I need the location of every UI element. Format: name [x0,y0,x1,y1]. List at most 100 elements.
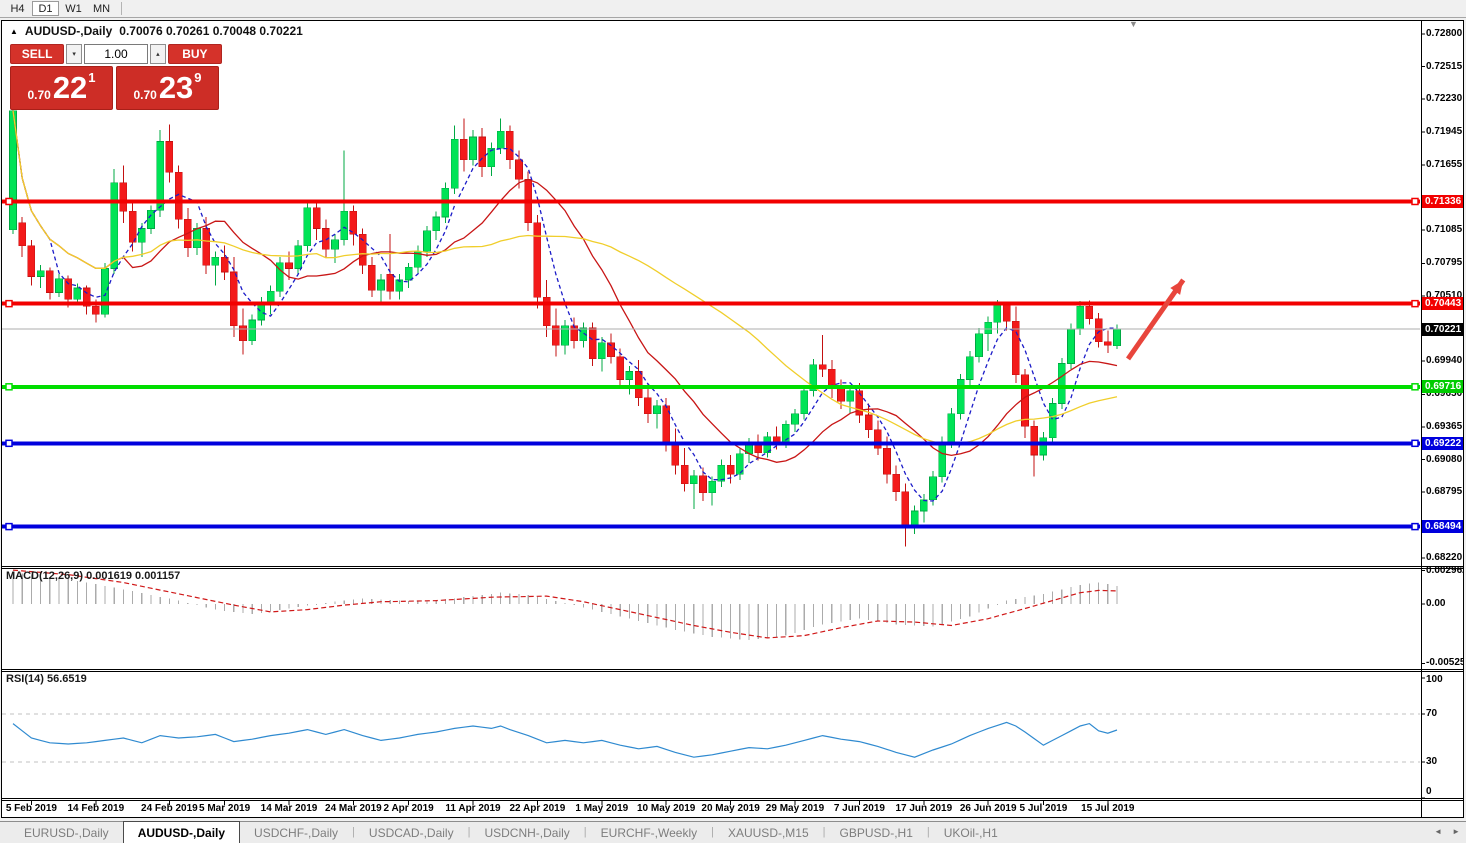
candle-body[interactable] [1104,341,1112,346]
chart-tab-usdchf-daily[interactable]: USDCHF-,Daily [254,825,339,840]
chart-tab-audusd-daily[interactable]: AUDUSD-,Daily [122,821,241,843]
volume-increase-button[interactable]: ▴ [150,44,166,64]
candle-body[interactable] [64,278,73,300]
tab-scroll-left-icon[interactable]: ◄ [1434,827,1443,836]
candle-body[interactable] [147,209,155,229]
candle-body[interactable] [919,499,928,512]
candle-body[interactable] [1002,304,1011,322]
candle-body[interactable] [266,291,275,304]
candle-body[interactable] [312,207,321,229]
candle-body[interactable] [478,136,487,168]
candle-body[interactable] [119,182,128,212]
candle-body[interactable] [956,379,965,415]
candle-body[interactable] [459,138,468,161]
line-anchor-handle[interactable] [1411,299,1419,308]
candle-body[interactable] [800,390,809,415]
candle-body[interactable] [1011,320,1020,376]
candle-body[interactable] [542,296,551,327]
candle-body[interactable] [726,464,735,475]
candle-body[interactable] [653,405,661,415]
candle-body[interactable] [285,262,293,269]
collapse-trade-panel-icon[interactable]: ▲ [10,26,18,36]
candle-body[interactable] [551,325,560,346]
line-anchor-handle[interactable] [5,439,13,448]
candle-body[interactable] [386,273,395,292]
candle-body[interactable] [55,278,63,293]
candle-body[interactable] [220,256,229,273]
volume-input[interactable] [84,44,148,64]
candle-body[interactable] [1076,305,1084,330]
candle-body[interactable] [239,325,247,341]
candle-body[interactable] [570,325,579,341]
horizontal-level-line[interactable] [2,301,1420,306]
candle-body[interactable] [588,327,597,360]
candle-body[interactable] [616,356,625,380]
candle-body[interactable] [837,388,845,402]
candle-body[interactable] [671,442,680,466]
candle-body[interactable] [275,262,284,292]
candle-body[interactable] [101,268,109,315]
candle-body[interactable] [138,228,146,243]
candle-body[interactable] [1067,328,1075,364]
line-anchor-handle[interactable] [1411,522,1419,531]
chart-tab-eurchf-weekly[interactable]: EURCHF-,Weekly [600,825,698,840]
candle-body[interactable] [496,130,505,149]
timeframe-button-w1[interactable]: W1 [65,2,82,15]
horizontal-level-line[interactable] [2,384,1420,389]
candle-body[interactable] [717,464,726,482]
candle-body[interactable] [873,429,882,449]
candle-body[interactable] [634,371,643,399]
candle-body[interactable] [864,414,873,431]
buy-price-box[interactable]: 0.70 23 9 [116,66,219,110]
candle-body[interactable] [358,233,367,266]
line-anchor-handle[interactable] [5,522,13,531]
chart-tab-usdcad-daily[interactable]: USDCAD-,Daily [368,825,454,840]
candle-body[interactable] [165,141,174,173]
candle-body[interactable] [1058,363,1066,404]
candle-body[interactable] [404,267,413,281]
candle-body[interactable] [947,413,956,443]
candle-body[interactable] [27,245,36,277]
candle-body[interactable] [883,447,891,475]
candle-body[interactable] [202,228,210,266]
candle-body[interactable] [699,475,707,494]
candle-body[interactable] [92,305,100,315]
candle-body[interactable] [993,304,1002,323]
candle-body[interactable] [110,182,118,269]
volume-decrease-button[interactable]: ▾ [66,44,82,64]
line-anchor-handle[interactable] [1411,197,1419,206]
candle-body[interactable] [303,207,312,246]
candle-body[interactable] [1085,305,1094,320]
candle-body[interactable] [1094,318,1103,343]
candle-body[interactable] [579,327,588,341]
candle-body[interactable] [469,136,477,161]
candle-body[interactable] [505,130,514,161]
candle-body[interactable] [533,222,542,298]
candle-body[interactable] [248,319,256,341]
candle-body[interactable] [1113,328,1121,346]
candle-body[interactable] [892,474,901,492]
timeframe-button-mn[interactable]: MN [93,2,111,15]
candle-body[interactable] [294,245,303,269]
candle-body[interactable] [193,228,201,249]
candle-body[interactable] [45,270,54,293]
candle-body[interactable] [984,321,993,335]
candle-body[interactable] [1048,403,1057,439]
candle-body[interactable] [432,216,441,232]
candle-body[interactable] [487,148,496,168]
tab-scroll-right-icon[interactable]: ► [1452,827,1460,836]
candle-body[interactable] [450,138,459,189]
candle-body[interactable] [708,481,717,494]
sell-price-box[interactable]: 0.70 22 1 [10,66,113,110]
candle-body[interactable] [367,264,376,291]
buy-button[interactable]: BUY [167,44,222,64]
candle-body[interactable] [855,390,864,416]
candle-body[interactable] [18,222,27,246]
horizontal-level-line[interactable] [2,524,1420,529]
candle-body[interactable] [689,475,698,484]
candle-body[interactable] [349,211,358,235]
candle-body[interactable] [846,390,855,402]
candle-body[interactable] [395,279,404,292]
candle-body[interactable] [791,413,799,425]
candle-body[interactable] [938,442,947,478]
